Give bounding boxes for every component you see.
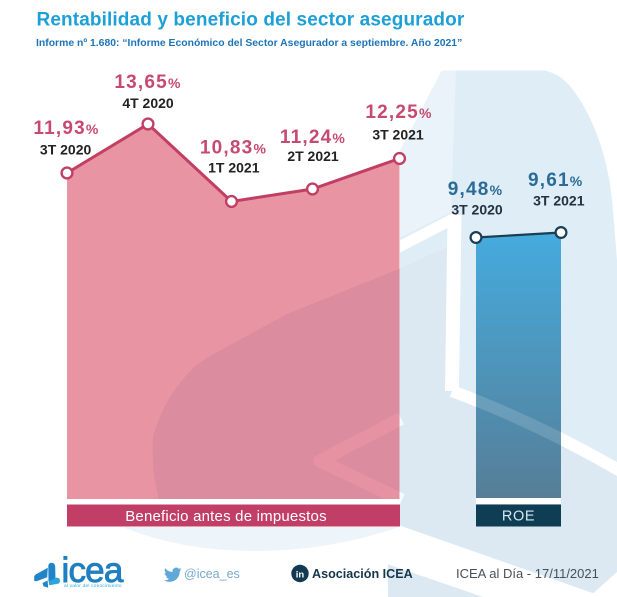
- svg-text:11,93%: 11,93%: [33, 118, 99, 139]
- svg-text:10,83%: 10,83%: [200, 138, 267, 159]
- svg-text:@icea_es: @icea_es: [184, 567, 240, 581]
- svg-text:3T 2021: 3T 2021: [533, 193, 585, 209]
- svg-text:3T 2021: 3T 2021: [372, 127, 424, 143]
- svg-text:12,25%: 12,25%: [365, 102, 432, 123]
- svg-text:1T 2021: 1T 2021: [208, 160, 260, 176]
- svg-text:9,61%: 9,61%: [528, 170, 583, 191]
- svg-text:2T 2021: 2T 2021: [287, 148, 339, 164]
- svg-text:3T 2020: 3T 2020: [40, 142, 92, 158]
- svg-text:icea: icea: [62, 551, 124, 590]
- svg-text:in: in: [296, 570, 305, 581]
- svg-text:Beneficio antes de impuestos: Beneficio antes de impuestos: [125, 508, 327, 525]
- svg-text:al valor del conocimiento: al valor del conocimiento: [64, 583, 122, 589]
- svg-text:Informe nº 1.680: “Informe Eco: Informe nº 1.680: “Informe Económico del…: [36, 38, 462, 49]
- svg-text:9,48%: 9,48%: [448, 179, 503, 200]
- svg-text:3T 2020: 3T 2020: [451, 202, 503, 218]
- svg-text:4T 2020: 4T 2020: [122, 95, 174, 111]
- svg-text:ROE: ROE: [502, 509, 535, 525]
- svg-text:Asociación ICEA: Asociación ICEA: [312, 567, 413, 581]
- svg-text:11,24%: 11,24%: [280, 127, 346, 148]
- svg-text:ICEA al Día - 17/11/2021: ICEA al Día - 17/11/2021: [456, 566, 599, 581]
- svg-text:Rentabilidad y beneficio del s: Rentabilidad y beneficio del sector aseg…: [37, 10, 465, 31]
- svg-text:13,65%: 13,65%: [114, 72, 181, 93]
